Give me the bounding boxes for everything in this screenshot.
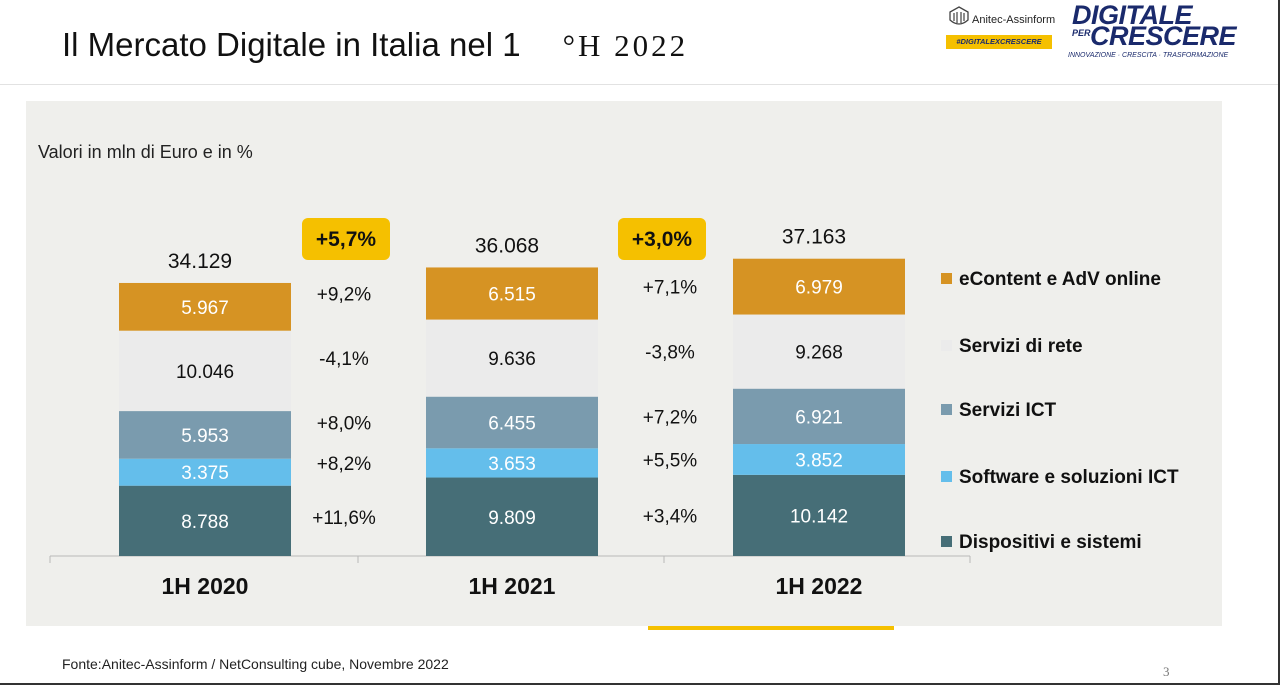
bar-segment bbox=[119, 282, 291, 331]
page-title-main: Il Mercato Digitale in Italia nel 1 bbox=[62, 26, 521, 63]
anitec-assinform-logo: Anitec-Assinform #DIGITALEXCRESCERE bbox=[946, 4, 1056, 52]
decorative-strip bbox=[648, 626, 894, 630]
growth-label: +9,2% bbox=[317, 285, 372, 306]
data-label: 3.852 bbox=[795, 450, 843, 471]
legend-swatch bbox=[941, 273, 952, 284]
data-label: 5.967 bbox=[181, 298, 229, 319]
window-edge-right bbox=[1278, 0, 1280, 685]
page-number: 3 bbox=[1163, 664, 1170, 679]
x-tick-label: 1H 2021 bbox=[469, 573, 556, 599]
stacked-bar-chart: 8.788 3.375 5.953 10.046 5.967 34.129 1H 2020 9… bbox=[49, 218, 1179, 599]
source-note: Fonte:Anitec-Assinform / NetConsulting c… bbox=[62, 656, 449, 672]
legend-swatch bbox=[941, 536, 952, 547]
bar-segment bbox=[733, 314, 905, 389]
growth-label: +7,2% bbox=[643, 407, 698, 428]
bar-segment bbox=[426, 267, 598, 320]
bar-segment bbox=[119, 458, 291, 486]
growth-label: -3,8% bbox=[645, 343, 695, 364]
logo-crescere-text: CRESCERE bbox=[1090, 21, 1237, 51]
bar-segment bbox=[119, 411, 291, 459]
legend-label: eContent e AdV online bbox=[959, 269, 1161, 290]
bar-segment bbox=[426, 448, 598, 478]
page-title: Il Mercato Digitale in Italia nel 1 °H 20… bbox=[62, 26, 688, 64]
bar-segment bbox=[119, 485, 291, 556]
growth-badge bbox=[302, 218, 390, 260]
bar-segment bbox=[426, 396, 598, 449]
data-label: 5.953 bbox=[181, 426, 229, 447]
data-label: 6.455 bbox=[488, 413, 536, 434]
chart-panel: Valori in mln di Euro e in % 8.788 3.375 5… bbox=[26, 101, 1222, 626]
anitec-assinform-name: Anitec-Assinform bbox=[972, 14, 1056, 26]
header-divider bbox=[0, 84, 1280, 85]
growth-label: -4,1% bbox=[319, 349, 369, 370]
legend-label: Servizi di rete bbox=[959, 336, 1083, 357]
legend-label: Dispositivi e sistemi bbox=[959, 532, 1142, 553]
data-label: 3.653 bbox=[488, 454, 536, 475]
bar-segment bbox=[733, 474, 905, 556]
digitale-per-crescere-logo: DIGITALE PER CRESCERE INNOVAZIONE · CRES… bbox=[1066, 0, 1256, 64]
legend-label: Servizi ICT bbox=[959, 400, 1057, 421]
growth-label: +5,5% bbox=[643, 450, 698, 471]
total-label: 37.163 bbox=[782, 226, 846, 249]
data-label: 6.515 bbox=[488, 285, 536, 306]
data-label: 9.268 bbox=[795, 343, 843, 364]
bar-segment bbox=[733, 444, 905, 475]
data-label: 10.046 bbox=[176, 362, 234, 383]
legend-swatch bbox=[941, 340, 952, 351]
bar-segment bbox=[426, 319, 598, 397]
hashtag-label: #DIGITALEXCRESCERE bbox=[946, 35, 1052, 49]
legend-swatch bbox=[941, 471, 952, 482]
growth-label: +3,4% bbox=[643, 506, 698, 527]
growth-label: +11,6% bbox=[312, 508, 376, 529]
x-tick-label: 1H 2020 bbox=[162, 573, 249, 599]
growth-label: +8,0% bbox=[317, 413, 372, 434]
data-label: 6.921 bbox=[795, 407, 843, 428]
data-label: 9.809 bbox=[488, 508, 536, 529]
data-label: 8.788 bbox=[181, 512, 229, 533]
bar-segment bbox=[119, 330, 291, 412]
growth-badge bbox=[618, 218, 706, 260]
total-label: 36.068 bbox=[475, 234, 539, 257]
growth-badge-label: +3,0% bbox=[632, 228, 692, 251]
data-label: 3.375 bbox=[181, 463, 229, 484]
growth-label: +7,1% bbox=[643, 278, 698, 299]
growth-badge-label: +5,7% bbox=[316, 228, 376, 251]
logo-per-text: PER bbox=[1072, 28, 1091, 38]
legend-label: Software e soluzioni ICT bbox=[959, 467, 1179, 488]
logo-tagline: INNOVAZIONE · CRESCITA · TRASFORMAZIONE bbox=[1068, 52, 1229, 59]
growth-label: +8,2% bbox=[317, 454, 372, 475]
bar-segment bbox=[733, 388, 905, 445]
bar-segment bbox=[733, 258, 905, 315]
window-edge-bottom bbox=[0, 683, 1280, 685]
chart-subtitle: Valori in mln di Euro e in % bbox=[38, 142, 253, 162]
x-tick-label: 1H 2022 bbox=[776, 573, 863, 599]
total-label: 34.129 bbox=[168, 250, 232, 273]
data-label: 6.979 bbox=[795, 278, 843, 299]
data-label: 10.142 bbox=[790, 506, 848, 527]
data-label: 9.636 bbox=[488, 349, 536, 370]
page-title-suffix: °H 2022 bbox=[562, 28, 689, 63]
logo-digitale-text: DIGITALE bbox=[1072, 0, 1193, 30]
bar-segment bbox=[426, 477, 598, 556]
emblem-icon bbox=[949, 6, 969, 25]
legend-swatch bbox=[941, 404, 952, 415]
